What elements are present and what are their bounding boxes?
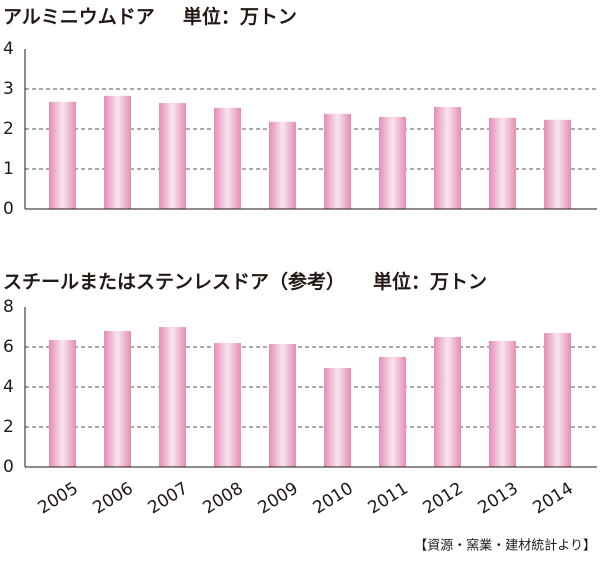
y-tick-label: 6	[3, 337, 14, 357]
bar	[104, 95, 131, 209]
bar	[324, 368, 351, 467]
y-tick-label: 0	[3, 199, 14, 219]
bar	[159, 327, 186, 467]
bar	[214, 107, 241, 209]
y-tick-label: 2	[3, 417, 14, 437]
title-text: スチールまたはステンレスドア（参考）	[3, 270, 345, 293]
source: 【資源・窯業・建材統計より】	[414, 538, 596, 554]
x-tick-label: 2013	[475, 479, 522, 519]
y-tick-label: 4	[3, 39, 14, 59]
x-tick-label: 2010	[310, 479, 357, 519]
bar	[269, 344, 296, 467]
y-tick-label: 3	[3, 79, 14, 99]
y-tick-label: 1	[3, 159, 14, 179]
bar	[489, 117, 516, 209]
unit-text: 単位：万トン	[183, 5, 297, 28]
bar	[434, 337, 461, 467]
bar	[544, 333, 571, 467]
bar	[324, 113, 351, 209]
bar	[49, 340, 76, 467]
y-tick-label: 8	[3, 297, 14, 317]
bar	[49, 101, 76, 209]
unit-text: 単位：万トン	[373, 270, 487, 293]
x-tick-label: 2009	[255, 479, 302, 519]
bar	[379, 357, 406, 467]
x-tick-label: 2007	[145, 479, 192, 519]
x-tick-label: 2008	[200, 479, 247, 519]
bar	[269, 121, 296, 209]
x-tick-label: 2014	[530, 479, 577, 519]
chart-title: アルミニウムドア 単位：万トン	[3, 5, 297, 28]
bar	[434, 107, 461, 209]
y-tick-label: 2	[3, 119, 14, 139]
y-tick-label: 4	[3, 377, 14, 397]
x-tick-label: 2006	[90, 479, 137, 519]
x-tick-label: 2005	[35, 479, 82, 519]
bar	[214, 343, 241, 467]
y-tick-label: 0	[3, 457, 14, 477]
bar	[544, 119, 571, 209]
bar	[489, 341, 516, 467]
title-text: アルミニウムドア	[3, 6, 155, 28]
x-tick-label: 2011	[365, 479, 412, 519]
bar	[379, 117, 406, 209]
bar	[159, 103, 186, 209]
chart-title: スチールまたはステンレスドア（参考） 単位：万トン	[3, 270, 487, 293]
bar	[104, 331, 131, 467]
x-tick-label: 2012	[420, 479, 467, 519]
